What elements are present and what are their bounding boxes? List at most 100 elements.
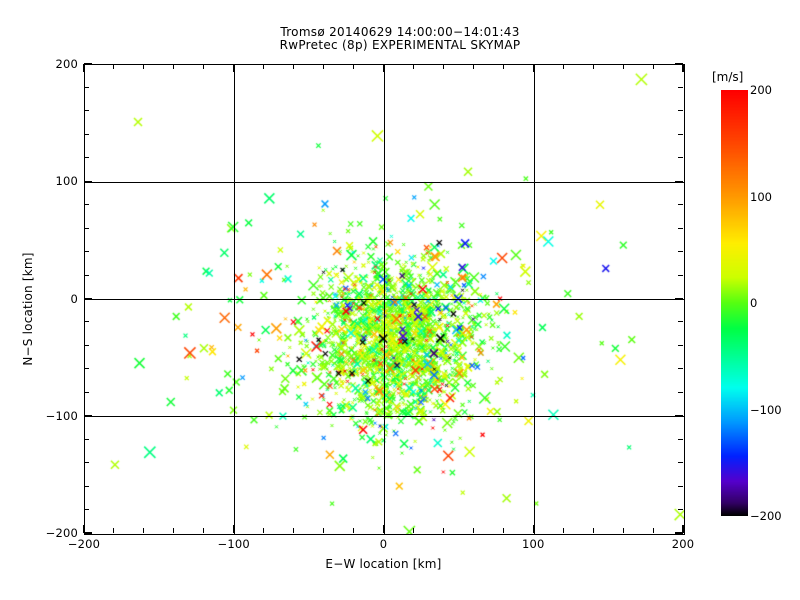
major-tick-x-top xyxy=(682,64,684,72)
minor-tick-x xyxy=(502,528,504,533)
x-tick-label: 100 xyxy=(521,537,545,551)
minor-tick-y-right xyxy=(678,344,683,346)
minor-tick-y xyxy=(84,86,89,88)
minor-tick-y xyxy=(84,274,89,276)
minor-tick-x xyxy=(442,528,444,533)
major-tick-y-right xyxy=(675,415,683,417)
plot-axes xyxy=(84,64,685,535)
y-tick-label: 200 xyxy=(55,57,78,71)
minor-tick-x-top xyxy=(113,64,115,69)
major-tick-x-top xyxy=(83,64,85,72)
minor-tick-x xyxy=(472,528,474,533)
major-tick-x-top xyxy=(382,64,385,72)
major-tick-y xyxy=(84,532,92,534)
minor-tick-y-right xyxy=(678,204,683,206)
colorbar-tick-label: 100 xyxy=(750,189,772,204)
minor-tick-y xyxy=(84,157,89,159)
minor-tick-x-top xyxy=(652,64,654,69)
minor-tick-x-top xyxy=(592,64,594,69)
minor-tick-x-top xyxy=(293,64,295,69)
minor-tick-y-right xyxy=(678,133,683,135)
minor-tick-y-right xyxy=(678,251,683,253)
y-tick-label: −100 xyxy=(45,408,78,423)
minor-tick-y-right xyxy=(678,227,683,229)
title-line-1: Tromsø 20140629 14:00:00−14:01:43 xyxy=(280,25,520,39)
x-tick-label: 0 xyxy=(379,537,388,551)
major-tick-y xyxy=(84,63,92,65)
minor-tick-y xyxy=(84,321,89,323)
minor-tick-y xyxy=(84,485,89,487)
minor-tick-y xyxy=(84,133,89,135)
minor-tick-x xyxy=(652,528,654,533)
minor-tick-y xyxy=(84,110,89,112)
minor-tick-y-right xyxy=(678,391,683,393)
minor-tick-x-top xyxy=(622,64,624,69)
minor-tick-x xyxy=(562,528,564,533)
colorbar-tick-label: −200 xyxy=(750,509,782,523)
major-tick-x xyxy=(233,525,235,533)
minor-tick-y-right xyxy=(678,509,683,511)
minor-tick-x xyxy=(173,528,175,533)
minor-tick-y-right xyxy=(678,86,683,88)
minor-tick-y-right xyxy=(678,368,683,370)
colorbar-tick-label: 0 xyxy=(750,296,758,310)
minor-tick-x-top xyxy=(472,64,474,69)
minor-tick-x-top xyxy=(203,64,205,69)
x-tick-label: −200 xyxy=(67,537,101,551)
minor-tick-y-right xyxy=(678,110,683,112)
major-tick-y xyxy=(84,297,92,300)
gridline-vertical xyxy=(234,65,236,534)
colorbar-gradient xyxy=(721,90,748,516)
major-tick-x xyxy=(382,525,385,533)
minor-tick-x xyxy=(353,528,355,533)
colorbar-unit-label: [m/s] xyxy=(712,70,744,84)
minor-tick-x-top xyxy=(442,64,444,69)
colorbar xyxy=(721,90,748,516)
minor-tick-y-right xyxy=(678,438,683,440)
x-axis-label: E−W location [km] xyxy=(325,557,442,571)
minor-tick-x xyxy=(412,528,414,533)
minor-tick-x-top xyxy=(353,64,355,69)
major-tick-y-right xyxy=(675,532,683,534)
y-tick-label: 0 xyxy=(70,291,78,306)
minor-tick-y-right xyxy=(678,157,683,159)
y-tick-label: 100 xyxy=(55,174,78,189)
gridline-vertical xyxy=(383,65,386,534)
major-tick-x-top xyxy=(532,64,534,72)
x-tick-label: 200 xyxy=(671,537,695,551)
colorbar-tick-label: −100 xyxy=(750,402,782,417)
minor-tick-y xyxy=(84,227,89,229)
minor-tick-x-top xyxy=(323,64,325,69)
minor-tick-y xyxy=(84,391,89,393)
gridline-vertical xyxy=(533,65,535,534)
minor-tick-x xyxy=(113,528,115,533)
minor-tick-y-right xyxy=(678,485,683,487)
y-tick-label: −200 xyxy=(45,526,78,540)
x-tick-label: −100 xyxy=(217,537,250,551)
minor-tick-y-right xyxy=(678,274,683,276)
major-tick-y-right xyxy=(675,297,683,300)
minor-tick-x xyxy=(263,528,265,533)
minor-tick-y-right xyxy=(678,321,683,323)
minor-tick-x-top xyxy=(143,64,145,69)
y-axis-label-wrapper: N−S location [km] xyxy=(18,252,38,365)
minor-tick-y xyxy=(84,368,89,370)
minor-tick-x xyxy=(293,528,295,533)
minor-tick-x xyxy=(203,528,205,533)
major-tick-x xyxy=(682,525,684,533)
minor-tick-y xyxy=(84,462,89,464)
minor-tick-y xyxy=(84,438,89,440)
minor-tick-x xyxy=(622,528,624,533)
major-tick-x-top xyxy=(233,64,235,72)
minor-tick-x-top xyxy=(502,64,504,69)
minor-tick-x-top xyxy=(173,64,175,69)
title-line-2: RwPretec (8p) EXPERIMENTAL SKYMAP xyxy=(279,38,521,52)
minor-tick-y xyxy=(84,344,89,346)
minor-tick-y-right xyxy=(678,462,683,464)
minor-tick-y xyxy=(84,509,89,511)
minor-tick-x xyxy=(143,528,145,533)
minor-tick-x-top xyxy=(263,64,265,69)
minor-tick-x xyxy=(323,528,325,533)
major-tick-y-right xyxy=(675,180,683,182)
